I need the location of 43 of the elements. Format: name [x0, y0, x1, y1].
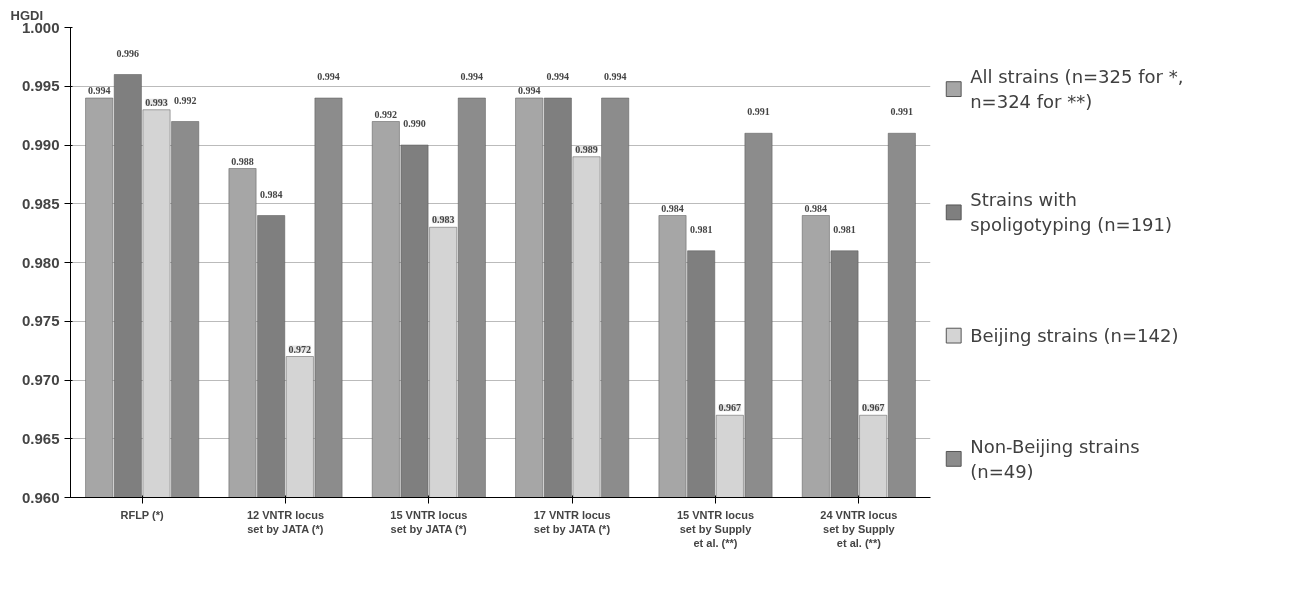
x-tick-label: 17 VNTR locus set by JATA (*): [533, 508, 611, 535]
x-tick-label: 12 VNTR locus set by JATA (*): [246, 508, 325, 535]
data-label: 0.984: [661, 202, 684, 214]
data-label: 0.981: [833, 223, 856, 235]
data-label: 0.990: [403, 118, 426, 129]
data-label: 0.972: [288, 343, 312, 355]
data-label: 0.993: [145, 96, 168, 108]
data-label: 0.967: [861, 402, 885, 414]
data-label: 0.981: [689, 223, 713, 235]
y-tick-label: 0.975: [21, 312, 60, 330]
data-label: 0.967: [718, 402, 742, 414]
legend-label: Strains with spoligotyping (n=191): [970, 189, 1173, 236]
y-axis-title: HGDI: [10, 7, 43, 23]
data-label: 0.996: [116, 47, 140, 59]
x-tick-label: 24 VNTR locus set by Supply et al. (**): [820, 508, 898, 550]
x-tick-label: 15 VNTR locus set by JATA (*): [390, 508, 468, 535]
y-tick-label: 0.985: [21, 194, 60, 212]
data-label: 0.984: [804, 202, 828, 214]
data-label: 0.994: [317, 71, 340, 82]
data-label: 0.992: [173, 94, 197, 106]
data-label: 0.989: [575, 143, 598, 155]
data-label: 0.983: [431, 214, 455, 226]
legend-label: Beijing strains (n=142): [970, 325, 1179, 347]
x-tick-label: RFLP (*): [120, 508, 164, 521]
data-label: 0.984: [259, 188, 283, 200]
data-label: 0.994: [87, 85, 111, 96]
data-label: 0.991: [747, 106, 770, 118]
x-tick-label: 15 VNTR locus set by Supply et al. (**): [676, 508, 755, 550]
y-tick-label: 0.995: [21, 77, 60, 95]
y-tick-label: 0.965: [21, 429, 60, 447]
data-label: 0.994: [517, 85, 541, 96]
y-tick-label: 0.990: [21, 136, 60, 153]
data-label: 0.992: [374, 108, 398, 120]
y-tick-label: 0.960: [21, 488, 60, 506]
y-tick-label: 0.980: [21, 253, 60, 271]
legend-label: Non-Beijing strains (n=49): [970, 435, 1140, 482]
legend-label: All strains (n=325 for *, n=324 for **): [970, 66, 1184, 113]
data-label: 0.994: [460, 71, 484, 82]
y-tick-label: 0.970: [21, 371, 60, 388]
data-label: 0.994: [546, 71, 570, 82]
data-label: 0.988: [231, 155, 254, 167]
data-label: 0.994: [603, 71, 627, 82]
data-label: 0.991: [890, 106, 914, 118]
